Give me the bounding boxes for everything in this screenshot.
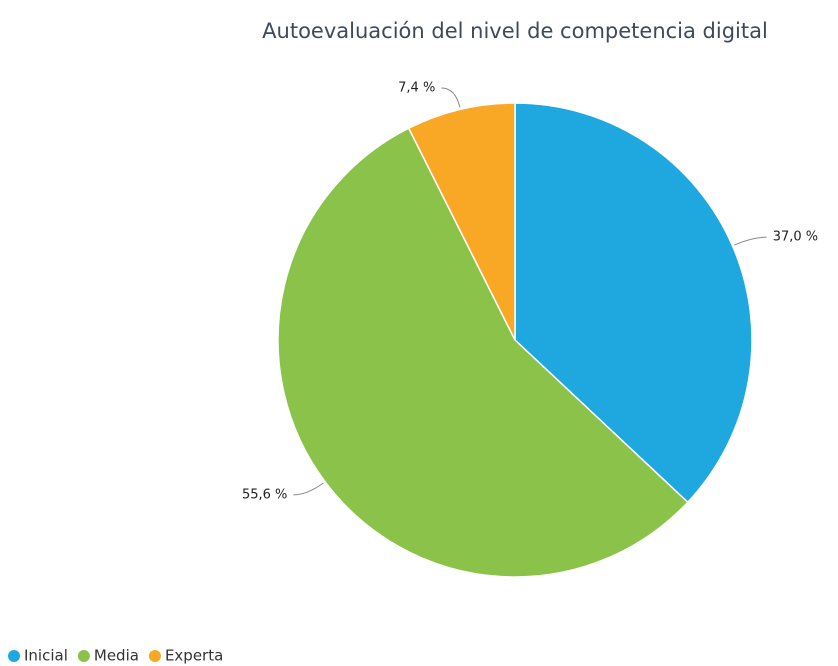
pie-slice (277, 127, 689, 578)
label-connector (734, 236, 767, 246)
pie-slice (407, 102, 516, 341)
legend-marker (77, 650, 90, 662)
chart-title: Autoevaluación del nivel de competencia … (262, 19, 768, 43)
data-label: 55,6 % (242, 487, 287, 502)
data-label: 37,0 % (773, 230, 818, 245)
data-label: 7,4 % (398, 80, 435, 95)
pie-slice (514, 102, 753, 504)
legend-marker (8, 650, 20, 662)
legend-label: Experta (165, 647, 223, 665)
label-connector (293, 482, 324, 496)
legend-label: Media (94, 647, 139, 665)
label-connector (441, 87, 461, 108)
legend-marker (148, 650, 161, 662)
legend-label: Inicial (24, 647, 68, 665)
